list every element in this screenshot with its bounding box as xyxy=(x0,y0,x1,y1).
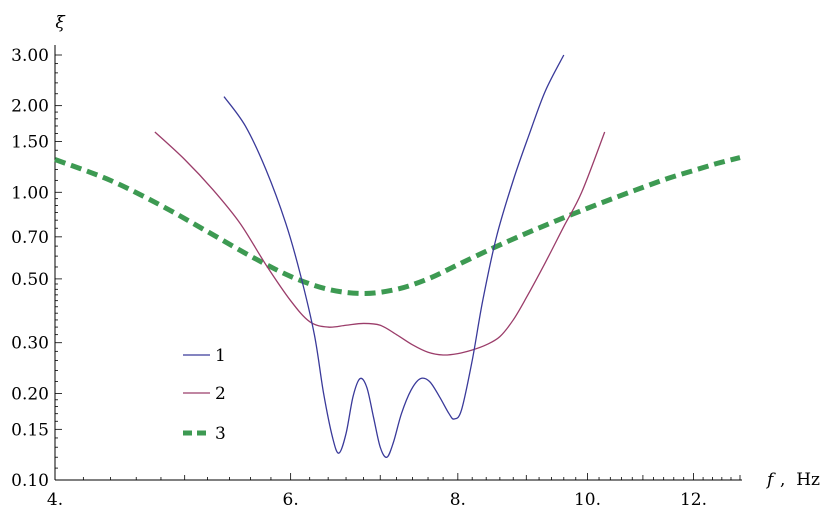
x-tick-label: 10. xyxy=(574,490,601,510)
y-tick-label: 0.30 xyxy=(11,334,49,354)
y-tick-label: 0.15 xyxy=(11,420,49,440)
y-tick-label: 0.20 xyxy=(11,384,49,404)
x-tick-label: 8. xyxy=(450,490,466,510)
y-tick-label: 1.50 xyxy=(11,133,49,153)
x-ticks: 4. 6. 8. 10. 12. xyxy=(47,473,741,510)
legend: 1 2 3 xyxy=(183,346,226,444)
x-tick-label: 12. xyxy=(680,490,707,510)
y-tick-label: 0.50 xyxy=(11,270,49,290)
series-2-line xyxy=(154,131,606,356)
y-tick-label: 0.70 xyxy=(11,228,49,248)
series-3-line xyxy=(54,155,741,296)
y-ticks: 0.10 0.15 0.20 0.30 0.50 0.70 1.00 1.50 2.00 3.00 xyxy=(11,46,62,491)
y-tick-label: 1.00 xyxy=(11,183,49,203)
y-axis-label: ξ xyxy=(55,13,66,33)
axes xyxy=(54,45,742,481)
x-axis-label-symbol: f xyxy=(765,470,776,490)
legend-label-1: 1 xyxy=(215,346,226,366)
y-tick-label: 2.00 xyxy=(11,97,49,117)
x-tick-label: 4. xyxy=(47,490,63,510)
series-layer xyxy=(54,54,741,458)
legend-label-2: 2 xyxy=(215,384,226,404)
series-1-line xyxy=(223,54,565,458)
x-tick-label: 6. xyxy=(283,490,299,510)
x-axis-label-unit: , Hz xyxy=(780,470,820,490)
y-tick-label: 3.00 xyxy=(11,46,49,66)
legend-label-3: 3 xyxy=(215,424,226,444)
y-tick-label: 0.10 xyxy=(11,471,49,491)
